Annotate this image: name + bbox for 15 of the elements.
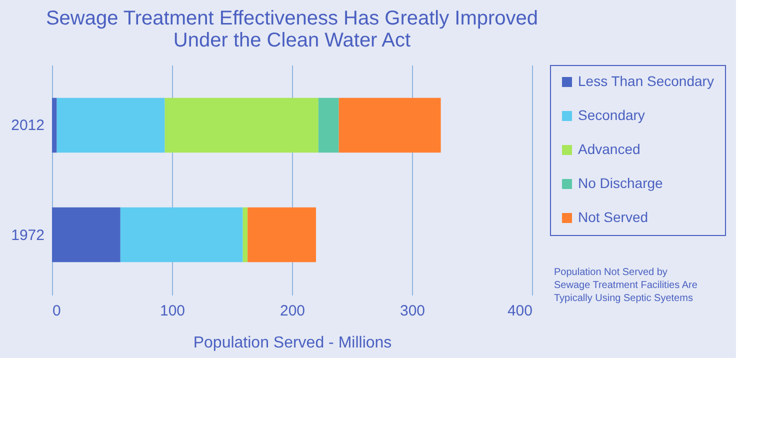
x-tick-label: 400	[507, 302, 532, 320]
y-tick-label: 2012	[11, 117, 44, 134]
chart-title: Sewage Treatment Effectiveness Has Greatly Improved Under the Clean Water Act	[46, 8, 538, 52]
legend-label: Secondary	[578, 107, 645, 123]
x-tick-label: 300	[400, 302, 426, 320]
text: Population Not Served by Sewage Treatment Facilities Are Typically Using Septic Syetems	[554, 267, 698, 304]
x-tick-label: 100	[160, 302, 186, 320]
legend-label: Advanced	[578, 141, 640, 157]
legend-label: Not Served	[578, 209, 648, 225]
x-tick-label: 0	[52, 302, 61, 320]
legend-label: No Discharge	[578, 175, 664, 191]
x-tick-label: 200	[280, 302, 306, 320]
legend-label: Less Than Secondary	[578, 73, 714, 89]
y-tick-label: 1972	[11, 226, 44, 244]
x-axis-title: Population Served - Millions	[193, 334, 392, 352]
